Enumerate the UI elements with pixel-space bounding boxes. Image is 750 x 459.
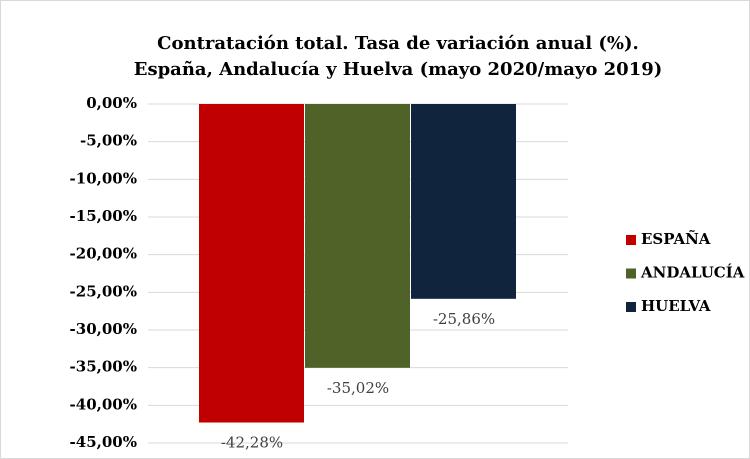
value-label: -35,02% <box>327 379 389 397</box>
legend-label: HUELVA <box>641 297 711 315</box>
legend-swatch <box>626 235 636 245</box>
bar <box>305 104 410 368</box>
y-tick-label: -45,00% <box>70 433 137 451</box>
bar <box>411 104 516 299</box>
y-tick-label: -25,00% <box>70 282 137 300</box>
legend-swatch <box>626 302 636 312</box>
y-tick-label: -35,00% <box>70 358 137 376</box>
value-label: -42,28% <box>221 434 283 452</box>
legend-label: ANDALUCÍA <box>640 264 745 282</box>
chart-title: Contratación total. Tasa de variación an… <box>157 33 639 54</box>
legend-label: ESPAÑA <box>641 229 711 248</box>
y-tick-label: -15,00% <box>70 207 137 225</box>
y-tick-label: -20,00% <box>70 245 137 263</box>
bar <box>199 104 304 423</box>
legend-swatch <box>626 268 636 279</box>
y-tick-label: -30,00% <box>70 320 137 338</box>
chart-title: España, Andalucía y Huelva (mayo 2020/ma… <box>134 59 663 80</box>
y-tick-label: 0,00% <box>86 94 137 112</box>
y-tick-label: -10,00% <box>70 169 137 187</box>
y-tick-label: -5,00% <box>80 132 137 150</box>
value-label: -25,86% <box>433 310 495 328</box>
y-tick-label: -40,00% <box>70 395 137 413</box>
